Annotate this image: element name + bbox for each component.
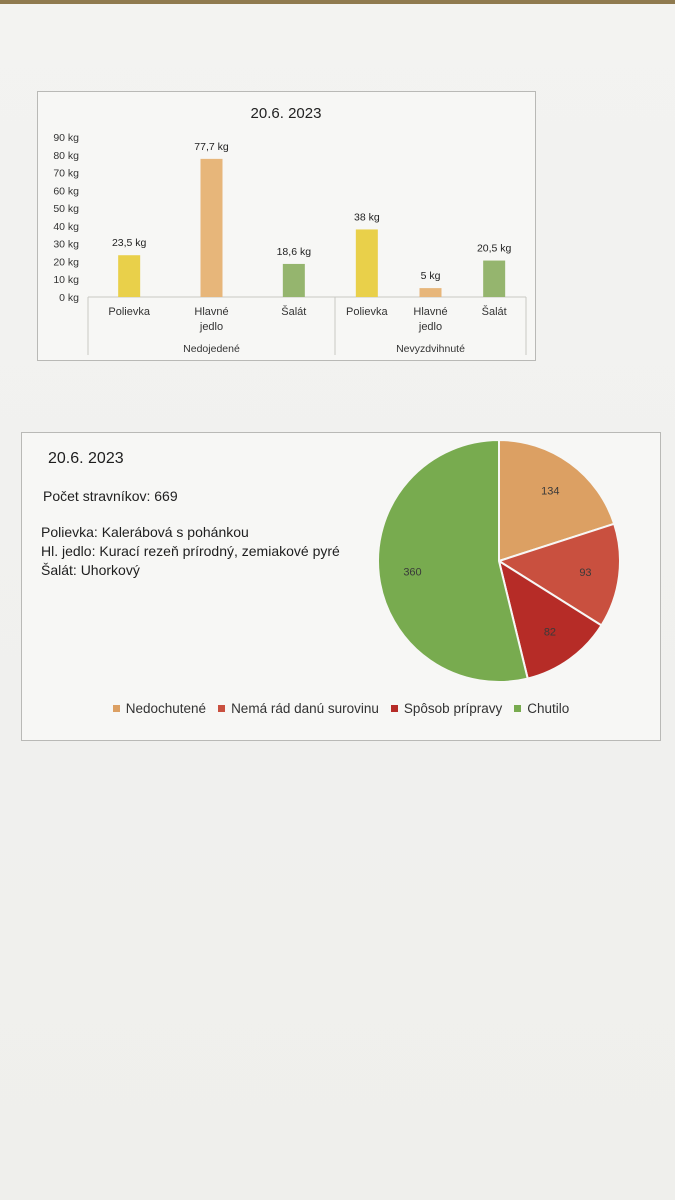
pie-chart-frame: 20.6. 2023 Počet stravníkov: 669 Polievk…	[21, 432, 661, 741]
bar	[282, 263, 305, 297]
pie-legend: Nedochutené Nemá rád danú surovinu Spôsob …	[22, 701, 660, 716]
y-tick-label: 30 kg	[53, 239, 79, 251]
menu-soup: Polievka: Kalerábová s pohánkou	[41, 524, 249, 540]
y-tick-label: 10 kg	[53, 274, 79, 286]
y-tick-label: 80 kg	[53, 150, 79, 162]
legend-item: Nemá rád danú surovinu	[218, 701, 379, 716]
category-label: jedlo	[418, 321, 442, 333]
pie-data-label: 82	[544, 627, 556, 639]
pie-chart: 134 93 82 360	[377, 438, 621, 683]
bar	[200, 158, 223, 297]
bar	[355, 229, 378, 297]
pie-slice	[377, 438, 529, 683]
legend-swatch	[218, 704, 226, 712]
group-label: Nevyzdvihnuté	[396, 343, 465, 355]
legend-label: Spôsob prípravy	[403, 701, 503, 716]
bar-data-label: 18,6 kg	[277, 246, 312, 258]
pie-data-label: 134	[541, 486, 559, 498]
legend-label: Nedochutené	[125, 701, 207, 716]
category-label: Šalát	[482, 305, 507, 318]
bar	[118, 255, 141, 297]
legend-item: Chutilo	[514, 701, 569, 716]
category-label: Šalát	[281, 305, 306, 318]
pie-slice	[498, 438, 616, 563]
bar	[483, 260, 506, 297]
y-tick-label: 40 kg	[53, 221, 79, 233]
category-label: Hlavné	[194, 306, 228, 318]
bar-chart: 20.6. 2023 0 kg 10 kg 20 kg 30 kg 40 kg 50 kg…	[53, 105, 527, 355]
legend-label: Nemá rád danú surovinu	[231, 701, 379, 716]
bar-chart-frame: 20.6. 2023 0 kg 10 kg 20 kg 30 kg 40 kg 50 kg…	[37, 91, 536, 361]
pie-slice	[497, 558, 603, 680]
pie-chart-title: 20.6. 2023	[48, 450, 124, 467]
group-label: Nedojedené	[183, 343, 240, 355]
category-label: Polievka	[346, 306, 388, 318]
y-tick-label: 0 kg	[59, 292, 79, 304]
menu-main: Hl. jedlo: Kurací rezeň prírodný, zemiak…	[41, 543, 340, 559]
pie-data-label: 93	[579, 567, 591, 579]
category-label: jedlo	[199, 321, 223, 333]
bar-data-label: 77,7 kg	[194, 141, 229, 153]
y-tick-label: 50 kg	[53, 203, 79, 215]
pie-data-label: 360	[403, 566, 421, 578]
legend-swatch	[514, 704, 522, 712]
background-edge	[0, 0, 675, 6]
legend-item: Spôsob prípravy	[390, 701, 503, 716]
menu-salad: Šalát: Uhorkový	[41, 562, 140, 578]
legend-swatch	[390, 704, 398, 712]
y-tick-label: 20 kg	[53, 256, 79, 268]
paper-sheet: 20.6. 2023 0 kg 10 kg 20 kg 30 kg 40 kg 50 kg…	[0, 4, 675, 1200]
y-tick-label: 70 kg	[53, 168, 79, 180]
bar	[419, 288, 442, 297]
diners-count: Počet stravníkov: 669	[43, 488, 178, 504]
y-tick-label: 90 kg	[53, 132, 79, 144]
category-label: Polievka	[108, 306, 150, 318]
bar-data-label: 20,5 kg	[477, 243, 512, 255]
bar-chart-title: 20.6. 2023	[251, 105, 322, 122]
category-label: Hlavné	[413, 306, 447, 318]
bar-data-label: 38 kg	[354, 211, 380, 223]
legend-swatch	[112, 704, 120, 712]
legend-label: Chutilo	[527, 701, 570, 716]
bar-data-label: 5 kg	[421, 270, 441, 282]
pie-slice	[496, 522, 621, 627]
y-tick-label: 60 kg	[53, 185, 79, 197]
bar-data-label: 23,5 kg	[112, 237, 147, 249]
legend-item: Nedochutené	[112, 701, 207, 716]
